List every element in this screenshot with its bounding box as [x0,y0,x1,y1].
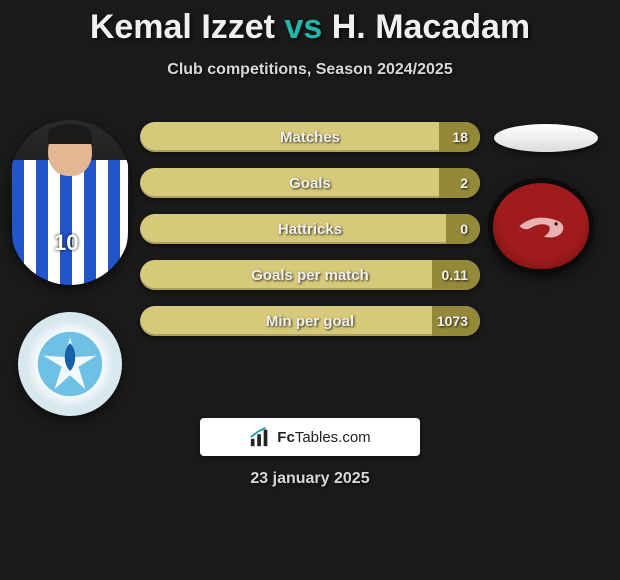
eagle-icon [35,329,105,399]
stat-value-right: 0.11 [442,260,468,290]
footer-date: 23 january 2025 [0,470,620,488]
stat-value-right: 1073 [437,306,468,336]
stat-label: Goals per match [140,260,480,290]
stat-label: Min per goal [140,306,480,336]
stat-label: Hattricks [140,214,480,244]
shrimp-icon [514,206,568,246]
stat-row-hattricks: Hattricks 0 [140,214,480,244]
brand-rest: Tables.com [295,429,371,446]
stat-row-matches: Matches 18 [140,122,480,152]
stat-value-right: 18 [452,122,468,152]
bar-chart-icon [249,426,271,448]
player1-shirt [12,160,128,285]
player1-shirt-number: 10 [54,230,78,256]
stat-row-goals-per-match: Goals per match 0.11 [140,260,480,290]
comparison-card: Kemal Izzet vs H. Macadam Club competiti… [0,0,620,580]
player1-avatar: 10 [10,120,130,285]
player2-avatar-placeholder [494,124,598,152]
page-title: Kemal Izzet vs H. Macadam [0,0,620,47]
brand-badge: FcTables.com [200,418,420,456]
stat-value-right: 0 [460,214,468,244]
stats-panel: Matches 18 Goals 2 Hattricks 0 Goals per… [140,122,480,352]
brand-fc: Fc [277,429,295,446]
stat-label: Matches [140,122,480,152]
brand-text: FcTables.com [277,429,370,446]
stat-value-right: 2 [460,168,468,198]
player2-club-crest [488,178,594,274]
stat-row-goals: Goals 2 [140,168,480,198]
player1-hair [48,124,92,144]
player1-name: Kemal Izzet [90,8,275,46]
stat-row-min-per-goal: Min per goal 1073 [140,306,480,336]
player1-club-crest [18,312,122,416]
player2-name: H. Macadam [332,8,530,46]
vs-label: vs [284,8,322,46]
stat-label: Goals [140,168,480,198]
subtitle: Club competitions, Season 2024/2025 [0,61,620,79]
